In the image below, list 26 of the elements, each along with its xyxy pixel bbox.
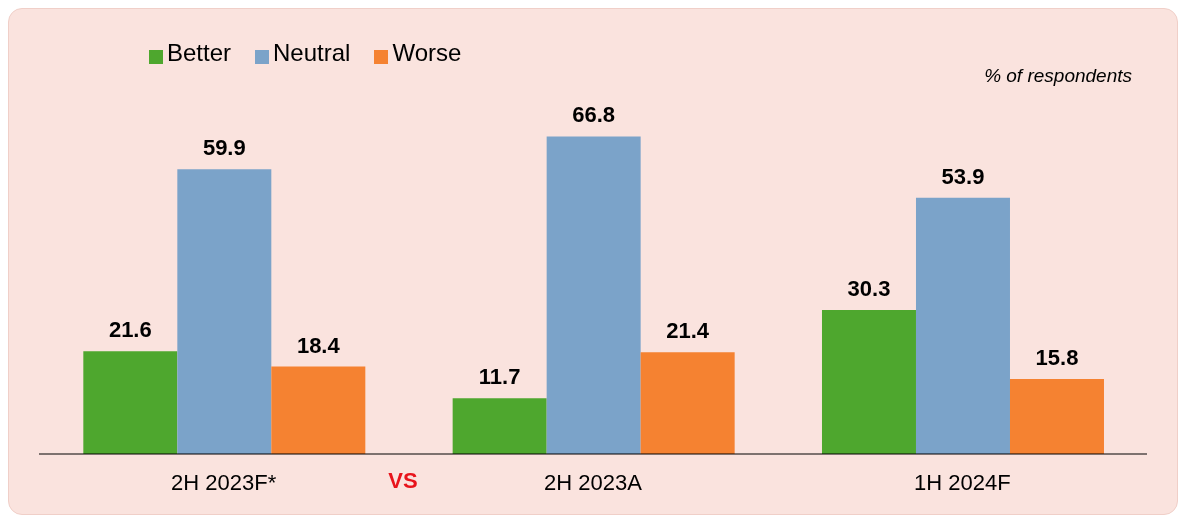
x-tick-label: 1H 2024F <box>914 469 1011 495</box>
data-label: 30.3 <box>847 275 891 301</box>
data-label: 66.8 <box>572 102 616 128</box>
data-label: 15.8 <box>1035 344 1079 370</box>
data-label: 11.7 <box>478 364 521 390</box>
legend-label: Better <box>167 39 232 66</box>
bar <box>452 398 547 454</box>
text: % of respondents <box>984 65 1132 87</box>
data-label: 53.9 <box>941 163 985 189</box>
data-label: 18.4 <box>296 332 341 358</box>
data-label: 21.4 <box>666 318 710 344</box>
text: VS <box>388 468 418 494</box>
data-label: 21.6 <box>108 317 152 343</box>
bar <box>915 197 1010 454</box>
bar <box>1009 378 1104 454</box>
x-tick-label: 2H 2023A <box>544 469 643 495</box>
bar <box>640 352 735 454</box>
bar <box>546 136 641 454</box>
bar <box>271 366 366 454</box>
bar <box>821 309 916 454</box>
legend-label: Neutral <box>273 39 351 66</box>
data-label: 59.9 <box>202 135 246 161</box>
bar <box>83 351 178 454</box>
legend-label: Worse <box>392 39 462 66</box>
bar <box>177 169 272 454</box>
x-tick-label: 2H 2023F* <box>171 469 277 495</box>
